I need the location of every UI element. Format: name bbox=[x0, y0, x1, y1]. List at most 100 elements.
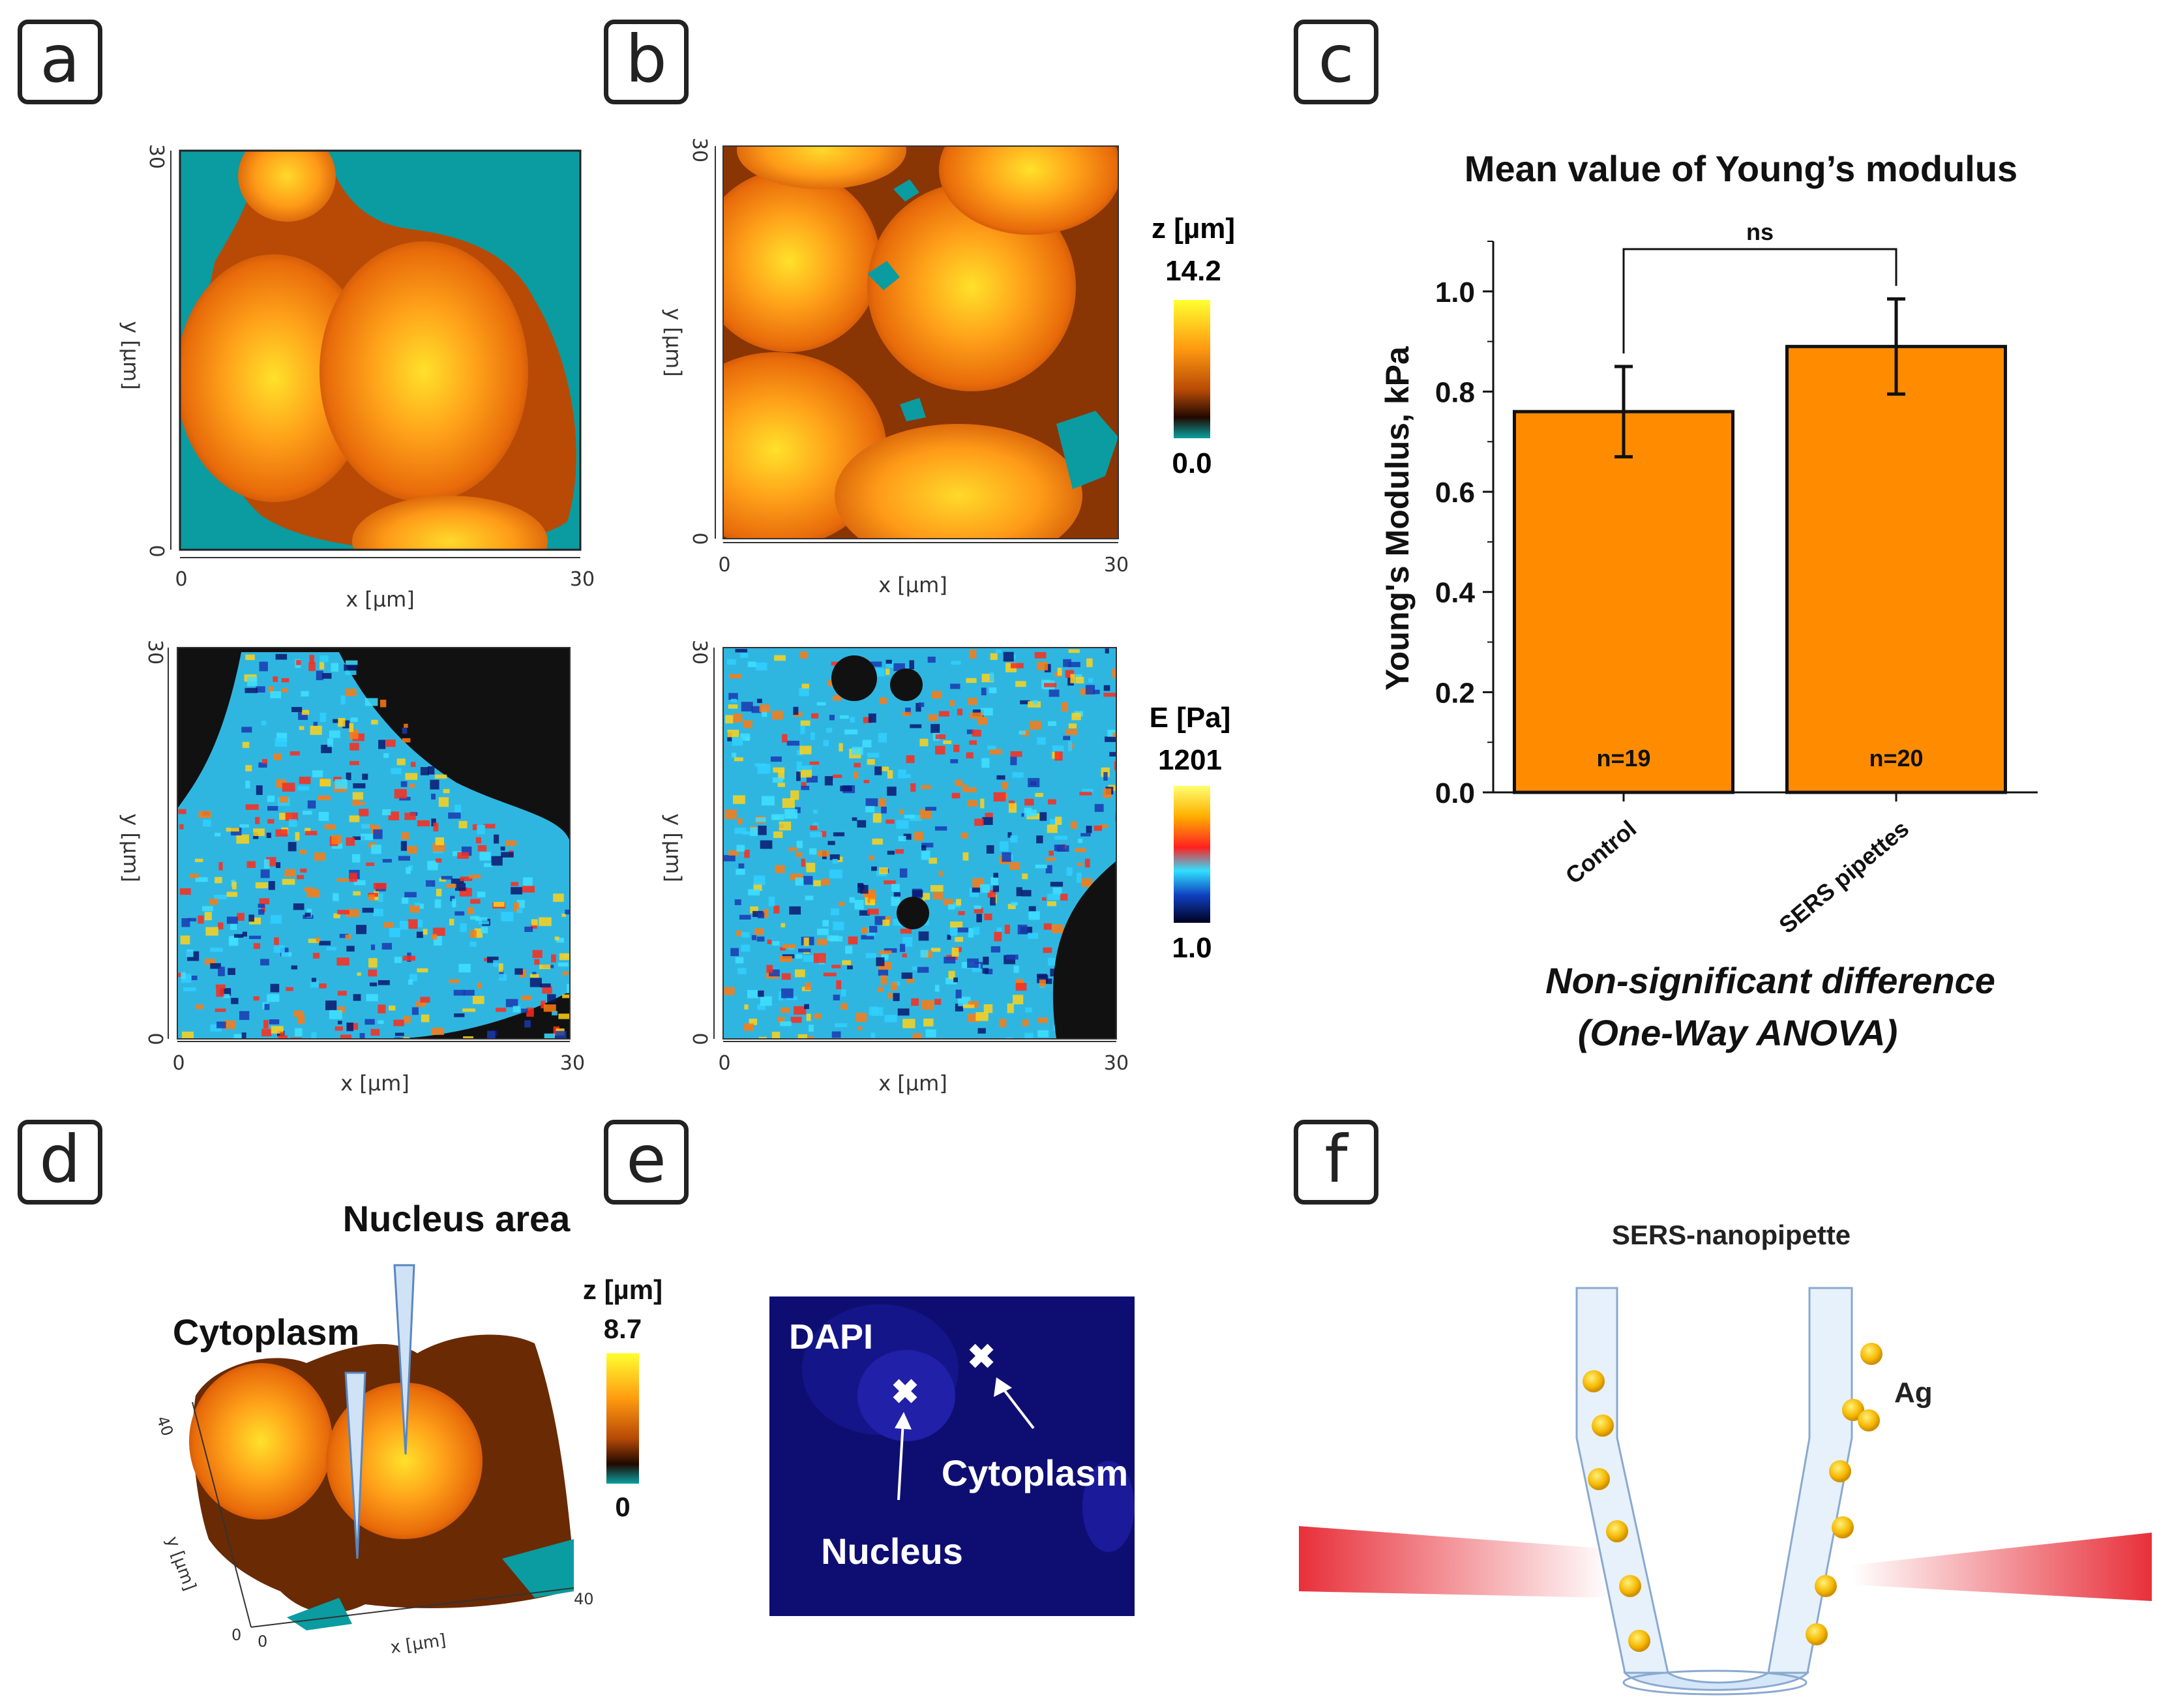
elasticity-pixel bbox=[951, 792, 960, 799]
elasticity-pixel bbox=[1081, 878, 1093, 888]
elasticity-pixel bbox=[848, 936, 858, 945]
elasticity-pixel bbox=[1075, 676, 1084, 683]
elasticity-pixel bbox=[884, 880, 896, 884]
dapi-nucleus-label: Nucleus bbox=[821, 1531, 963, 1572]
elasticity-pixel bbox=[513, 902, 520, 912]
elasticity-pixel bbox=[996, 927, 1002, 934]
elasticity-pixel bbox=[811, 732, 815, 740]
elasticity-pixel bbox=[728, 693, 738, 700]
elasticity-pixel bbox=[210, 1024, 222, 1032]
elasticity-pixel bbox=[404, 813, 416, 820]
elasticity-pixel bbox=[255, 817, 260, 824]
pipette-tip bbox=[1622, 1671, 1810, 1691]
ag-nanoparticle-icon bbox=[1842, 1399, 1864, 1421]
elasticity-pixel bbox=[383, 922, 394, 928]
elasticity-pixel bbox=[458, 964, 471, 973]
elasticity-pixel bbox=[288, 819, 297, 828]
elasticity-pixel bbox=[799, 770, 812, 778]
elasticity-pixel bbox=[394, 957, 402, 963]
elasticity-pixel bbox=[1067, 741, 1073, 751]
elasticity-pixel bbox=[531, 919, 538, 926]
elasticity-pixel bbox=[280, 1032, 284, 1036]
elasticity-pixel bbox=[891, 896, 900, 906]
elasticity-pixel bbox=[258, 762, 267, 768]
elasticity-pixel bbox=[1028, 906, 1036, 912]
panel-d-3d-topography: Nucleus area Cytoplasm 40 y [µm] 0 0 x [… bbox=[153, 1198, 662, 1658]
elasticity-pixel bbox=[854, 762, 861, 768]
elasticity-pixel bbox=[268, 880, 275, 890]
elasticity-pixel bbox=[893, 993, 900, 1002]
elasticity-pixel bbox=[912, 1033, 922, 1039]
a-bottom-x-tick-30: 30 bbox=[560, 1052, 585, 1075]
elasticity-pixel bbox=[320, 712, 327, 723]
elasticity-pixel bbox=[303, 811, 312, 815]
elasticity-pixel bbox=[486, 956, 499, 963]
elasticity-pixel bbox=[1015, 983, 1027, 991]
elasticity-pixel bbox=[741, 702, 753, 712]
elasticity-pixel bbox=[308, 938, 320, 943]
elasticity-pixel bbox=[990, 897, 996, 906]
elasticity-pixel bbox=[359, 1033, 365, 1039]
elasticity-pixel bbox=[972, 887, 982, 893]
elasticity-pixel bbox=[1044, 978, 1052, 984]
elasticity-pixel bbox=[425, 880, 436, 887]
elasticity-pixel bbox=[747, 661, 756, 667]
elasticity-pixel bbox=[1002, 852, 1011, 862]
elasticity-pixel bbox=[288, 842, 297, 852]
panel-label-a: a bbox=[18, 20, 102, 104]
d-colorbar-min: 0 bbox=[615, 1491, 630, 1522]
elasticity-pixel bbox=[779, 955, 793, 962]
elasticity-pixel bbox=[514, 968, 523, 975]
elasticity-pixel bbox=[795, 877, 804, 886]
elasticity-pixel bbox=[1085, 685, 1095, 695]
elasticity-pixel bbox=[295, 1028, 303, 1037]
elasticity-pixel bbox=[840, 989, 846, 997]
elasticity-pixel bbox=[248, 935, 261, 939]
elasticity-pixel bbox=[880, 766, 889, 772]
elasticity-pixel bbox=[353, 783, 366, 788]
chart-y-tick-label: 0.0 bbox=[1435, 777, 1475, 809]
elasticity-pixel bbox=[378, 1020, 384, 1025]
elasticity-pixel bbox=[938, 711, 949, 717]
elasticity-pixel bbox=[431, 793, 436, 800]
elasticity-pixel bbox=[949, 926, 958, 936]
elasticity-pixel bbox=[449, 918, 454, 926]
elasticity-pixel bbox=[974, 908, 983, 914]
elasticity-pixel bbox=[1086, 826, 1092, 833]
elasticity-pixel bbox=[983, 1004, 993, 1013]
elasticity-pixel bbox=[832, 774, 842, 778]
elasticity-pixel bbox=[345, 934, 351, 940]
elasticity-pixel bbox=[884, 1015, 897, 1023]
elasticity-pixel bbox=[333, 777, 342, 781]
elasticity-pixel bbox=[784, 809, 798, 819]
elasticity-pixel bbox=[316, 670, 323, 681]
elasticity-pixel bbox=[418, 920, 423, 928]
elasticity-pixel bbox=[980, 708, 993, 716]
elasticity-pixel bbox=[902, 936, 913, 947]
elasticity-pixel bbox=[989, 672, 994, 682]
elasticity-pixel bbox=[771, 1032, 781, 1039]
elasticity-pixel bbox=[982, 817, 993, 825]
elasticity-pixel bbox=[885, 659, 892, 664]
elasticity-pixel bbox=[406, 867, 411, 875]
elasticity-pixel bbox=[282, 783, 295, 792]
elasticity-pixel bbox=[469, 875, 481, 879]
elasticity-pixel bbox=[242, 931, 247, 937]
nucleus-pipette-icon bbox=[393, 1264, 415, 1455]
elasticity-pixel bbox=[921, 845, 927, 852]
elasticity-pixel bbox=[955, 779, 963, 787]
elasticity-pixel bbox=[1021, 890, 1032, 897]
elasticity-pixel bbox=[319, 940, 331, 946]
elasticity-pixel bbox=[1015, 681, 1026, 687]
elasticity-pixel bbox=[501, 912, 514, 921]
elasticity-pixel bbox=[831, 1031, 841, 1038]
elasticity-pixel bbox=[743, 720, 752, 728]
elasticity-pixel bbox=[836, 980, 842, 989]
panel-label-c: c bbox=[1294, 20, 1378, 104]
d-origin-tick: 0 bbox=[231, 1626, 241, 1644]
elasticity-pixel bbox=[393, 1019, 404, 1026]
elasticity-pixel bbox=[337, 910, 350, 915]
elasticity-pixel bbox=[191, 975, 198, 980]
elasticity-pixel bbox=[1070, 821, 1077, 830]
elasticity-pixel bbox=[322, 672, 332, 679]
